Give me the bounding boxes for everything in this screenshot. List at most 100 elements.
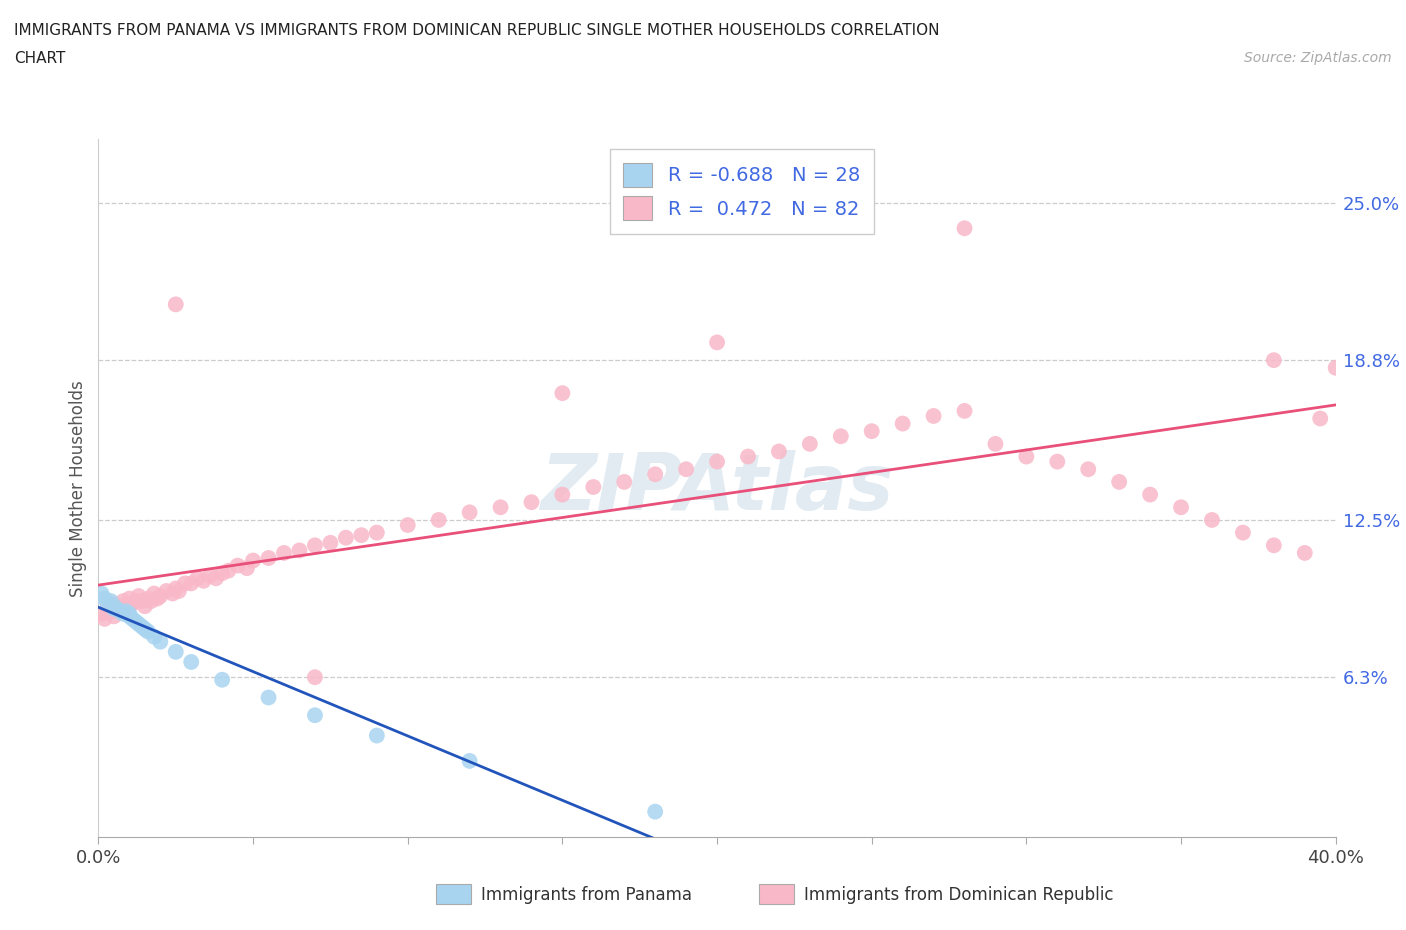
- Point: [350, 527, 373, 542]
- Point: [675, 462, 697, 477]
- Point: [139, 593, 162, 608]
- Point: [799, 436, 821, 451]
- Point: [97, 602, 120, 617]
- Point: [103, 609, 125, 624]
- Point: [211, 565, 233, 580]
- Point: [103, 602, 125, 617]
- Text: Source: ZipAtlas.com: Source: ZipAtlas.com: [1244, 51, 1392, 65]
- Point: [103, 596, 125, 611]
- Point: [143, 586, 166, 601]
- Point: [1201, 512, 1223, 527]
- Point: [180, 576, 202, 591]
- Point: [180, 655, 202, 670]
- Point: [1015, 449, 1038, 464]
- Point: [121, 611, 143, 626]
- Point: [165, 297, 187, 312]
- Point: [105, 602, 128, 617]
- Point: [118, 599, 141, 614]
- Point: [162, 586, 184, 601]
- Point: [131, 619, 153, 634]
- Point: [1263, 352, 1285, 367]
- Point: [193, 574, 215, 589]
- Point: [319, 536, 342, 551]
- Point: [489, 499, 512, 514]
- Point: [186, 571, 208, 586]
- Point: [1232, 525, 1254, 540]
- Point: [520, 495, 543, 510]
- Point: [582, 480, 605, 495]
- Point: [167, 583, 190, 598]
- Point: [97, 596, 120, 611]
- Y-axis label: Single Mother Households: Single Mother Households: [69, 379, 87, 597]
- Point: [124, 593, 146, 608]
- Point: [1294, 546, 1316, 561]
- Point: [149, 634, 172, 649]
- Point: [121, 596, 143, 611]
- Point: [551, 487, 574, 502]
- Point: [1309, 411, 1331, 426]
- Text: ZIPAtlas: ZIPAtlas: [540, 450, 894, 526]
- Point: [1046, 454, 1069, 469]
- Point: [551, 386, 574, 401]
- Point: [396, 518, 419, 533]
- Point: [90, 606, 112, 621]
- Point: [124, 614, 146, 629]
- Point: [706, 335, 728, 350]
- Text: IMMIGRANTS FROM PANAMA VS IMMIGRANTS FROM DOMINICAN REPUBLIC SINGLE MOTHER HOUSE: IMMIGRANTS FROM PANAMA VS IMMIGRANTS FRO…: [14, 23, 939, 38]
- Point: [458, 753, 481, 768]
- Point: [165, 581, 187, 596]
- Point: [134, 599, 156, 614]
- Point: [257, 690, 280, 705]
- Point: [1108, 474, 1130, 489]
- Point: [100, 604, 122, 618]
- Point: [149, 589, 172, 604]
- Point: [644, 467, 666, 482]
- Point: [205, 571, 228, 586]
- Point: [304, 708, 326, 723]
- Point: [174, 576, 197, 591]
- Text: CHART: CHART: [14, 51, 66, 66]
- Point: [242, 553, 264, 568]
- Point: [257, 551, 280, 565]
- Point: [891, 416, 914, 431]
- Point: [93, 611, 115, 626]
- Point: [112, 606, 135, 621]
- Point: [922, 408, 945, 423]
- Point: [136, 624, 159, 639]
- Point: [90, 586, 112, 601]
- Point: [115, 604, 138, 618]
- Point: [131, 593, 153, 608]
- Point: [613, 474, 636, 489]
- Point: [165, 644, 187, 659]
- Point: [118, 591, 141, 606]
- Point: [830, 429, 852, 444]
- Point: [273, 546, 295, 561]
- Point: [105, 602, 128, 617]
- Point: [198, 568, 221, 583]
- Text: Immigrants from Dominican Republic: Immigrants from Dominican Republic: [804, 885, 1114, 904]
- Point: [1077, 462, 1099, 477]
- Point: [366, 728, 388, 743]
- Point: [1324, 360, 1347, 375]
- Point: [768, 444, 790, 458]
- Legend: R = -0.688   N = 28, R =  0.472   N = 82: R = -0.688 N = 28, R = 0.472 N = 82: [610, 149, 875, 233]
- Point: [112, 593, 135, 608]
- Point: [103, 599, 125, 614]
- Point: [427, 512, 450, 527]
- Point: [136, 591, 159, 606]
- Point: [288, 543, 311, 558]
- Point: [304, 538, 326, 552]
- Point: [226, 558, 249, 573]
- Point: [143, 630, 166, 644]
- Point: [100, 593, 122, 608]
- Point: [115, 602, 138, 617]
- Point: [118, 606, 141, 621]
- Point: [236, 561, 259, 576]
- Point: [108, 599, 131, 614]
- Point: [1170, 499, 1192, 514]
- Point: [644, 804, 666, 819]
- Point: [366, 525, 388, 540]
- Point: [128, 589, 150, 604]
- Point: [134, 621, 156, 636]
- Point: [155, 583, 177, 598]
